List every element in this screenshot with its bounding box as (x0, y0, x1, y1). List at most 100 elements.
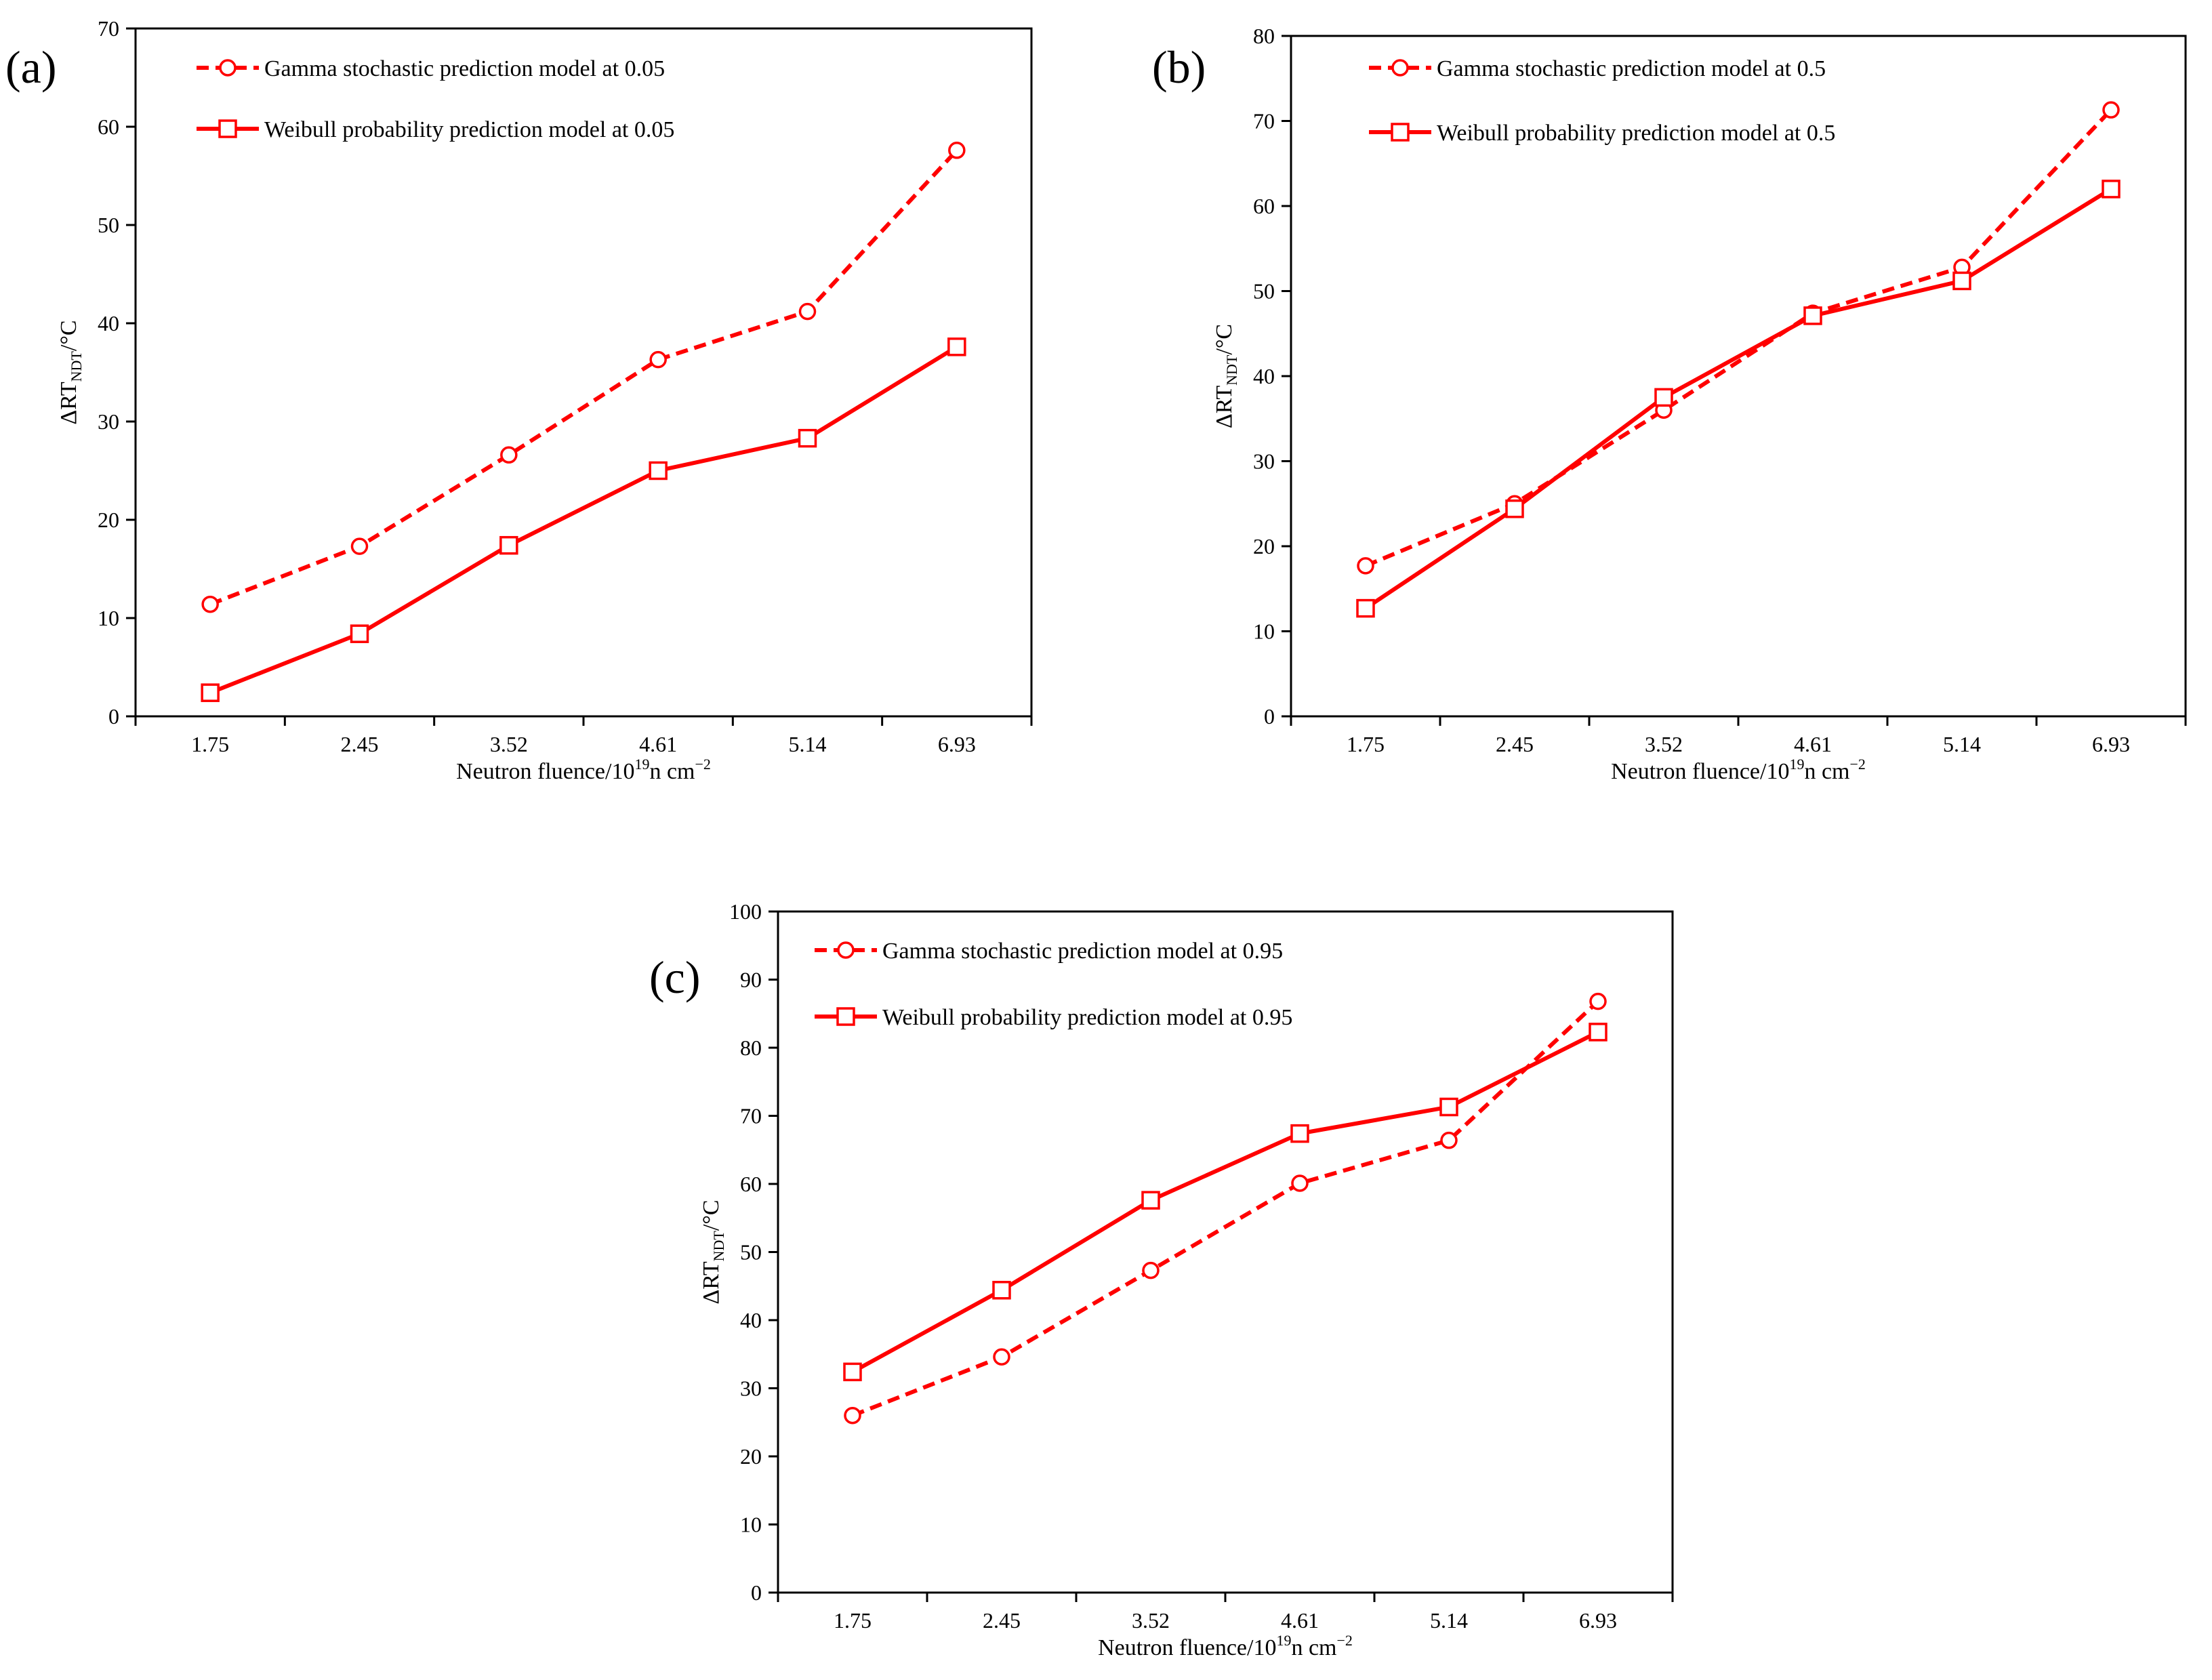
series-line-1 (1364, 108, 2113, 568)
x-tick-label: 6.93 (1579, 1608, 1617, 1633)
y-tick-label: 30 (740, 1376, 762, 1401)
x-tick-label: 1.75 (191, 732, 229, 756)
data-point-circle (798, 302, 817, 321)
legend-marker-circle (1391, 59, 1409, 77)
data-point-square (350, 624, 369, 643)
x-tick-label: 3.52 (1645, 732, 1683, 756)
data-point-circle (1142, 1261, 1160, 1279)
y-tick-label: 60 (740, 1172, 762, 1196)
panel-label: (b) (1152, 41, 1206, 93)
data-point-square (1439, 1097, 1458, 1117)
data-point-square (649, 461, 668, 480)
y-tick-label: 10 (1253, 619, 1275, 644)
data-point-square (1803, 306, 1822, 325)
data-point-circle (1357, 557, 1374, 575)
series-line-2 (851, 1030, 1599, 1374)
data-point-square (201, 683, 220, 702)
legend-label-1: Gamma stochastic prediction model at 0.0… (264, 56, 665, 81)
y-tick-label: 40 (1253, 364, 1275, 388)
legend-label-2: Weibull probability prediction model at … (264, 117, 674, 142)
y-tick-label: 50 (1253, 279, 1275, 304)
data-point-square (1654, 388, 1673, 407)
y-tick-label: 40 (740, 1308, 762, 1332)
legend-marker-square (218, 119, 237, 138)
series-line-2 (209, 345, 958, 695)
y-axis-title: ΔRTNDT/°C (56, 320, 85, 424)
data-point-circle (993, 1348, 1010, 1366)
y-tick-label: 10 (740, 1513, 762, 1537)
y-axis-title: ΔRTNDT/°C (1212, 324, 1240, 428)
y-axis-title: ΔRTNDT/°C (699, 1200, 727, 1304)
x-axis-title: Neutron fluence/1019n cm−2 (1098, 1632, 1353, 1660)
legend-marker-square (1391, 123, 1410, 142)
y-tick-label: 100 (729, 899, 762, 924)
y-tick-label: 60 (1253, 194, 1275, 218)
legend-label-1: Gamma stochastic prediction model at 0.9… (882, 939, 1283, 964)
y-tick-label: 60 (98, 115, 119, 139)
data-point-circle (201, 595, 219, 613)
x-tick-label: 4.61 (1281, 1608, 1319, 1633)
y-tick-label: 70 (740, 1104, 762, 1128)
y-tick-label: 30 (1253, 449, 1275, 474)
legend-label-1: Gamma stochastic prediction model at 0.5 (1437, 56, 1826, 81)
data-point-circle (1440, 1131, 1458, 1149)
y-tick-label: 40 (98, 311, 119, 335)
y-tick-label: 80 (740, 1036, 762, 1060)
data-point-square (499, 535, 518, 555)
x-tick-label: 2.45 (341, 732, 379, 756)
data-point-square (1505, 499, 1524, 518)
data-point-square (992, 1281, 1011, 1300)
x-tick-label: 5.14 (1430, 1608, 1468, 1633)
data-point-square (1290, 1124, 1309, 1143)
panel-label: (a) (5, 41, 56, 93)
data-point-square (1356, 598, 1375, 618)
x-tick-label: 3.52 (490, 732, 528, 756)
chart-panel-c: (c) 0 10 20 30 40 50 60 70 80 90 100 1.75 2.45 3.52 4.6… (649, 899, 1674, 1660)
series-line-2 (1364, 187, 2112, 611)
data-point-square (947, 337, 966, 356)
x-tick-label: 1.75 (834, 1608, 872, 1633)
data-point-square (1141, 1191, 1160, 1210)
series-line-1 (209, 148, 959, 607)
y-tick-label: 0 (751, 1580, 762, 1605)
series-line-1 (851, 1000, 1600, 1418)
y-tick-label: 50 (740, 1240, 762, 1265)
data-point-circle (350, 537, 369, 555)
y-tick-label: 20 (98, 508, 119, 532)
x-tick-label: 5.14 (1943, 732, 1981, 756)
y-tick-label: 50 (98, 213, 119, 237)
y-tick-label: 0 (108, 704, 119, 729)
y-tick-label: 30 (98, 409, 119, 434)
legend-label-2: Weibull probability prediction model at … (1437, 121, 1835, 146)
x-tick-label: 3.52 (1132, 1608, 1170, 1633)
x-tick-label: 4.61 (1794, 732, 1832, 756)
y-tick-label: 10 (98, 606, 119, 630)
x-axis-title: Neutron fluence/1019n cm−2 (456, 756, 711, 784)
data-point-circle (948, 142, 966, 159)
data-point-circle (1589, 992, 1607, 1010)
y-tick-label: 70 (1253, 109, 1275, 134)
y-tick-label: 20 (1253, 534, 1275, 558)
data-point-square (2102, 180, 2121, 199)
legend-marker-circle (219, 59, 237, 77)
x-tick-label: 6.93 (2092, 732, 2130, 756)
data-point-circle (649, 350, 667, 369)
legend-marker-square (836, 1007, 855, 1026)
data-point-circle (2102, 101, 2120, 119)
legend-label-2: Weibull probability prediction model at … (882, 1005, 1292, 1030)
data-point-square (1952, 271, 1971, 291)
data-point-circle (1291, 1174, 1309, 1192)
data-point-square (1589, 1023, 1607, 1042)
chart-panel-b: (b) 0 10 20 30 40 50 60 70 80 1.75 2.45 3.52 4.61 5.14… (1152, 24, 2187, 784)
data-point-square (798, 428, 817, 448)
x-tick-label: 5.14 (789, 732, 827, 756)
y-tick-label: 20 (740, 1444, 762, 1469)
data-point-square (843, 1362, 862, 1382)
x-tick-label: 2.45 (1496, 732, 1534, 756)
chart-panel-a: (a) 0 10 20 30 40 50 60 70 1.75 2.45 3.52 4.61 5.14 6.… (5, 16, 1033, 784)
y-tick-label: 80 (1253, 24, 1275, 48)
x-tick-label: 4.61 (639, 732, 677, 756)
x-tick-label: 6.93 (938, 732, 976, 756)
